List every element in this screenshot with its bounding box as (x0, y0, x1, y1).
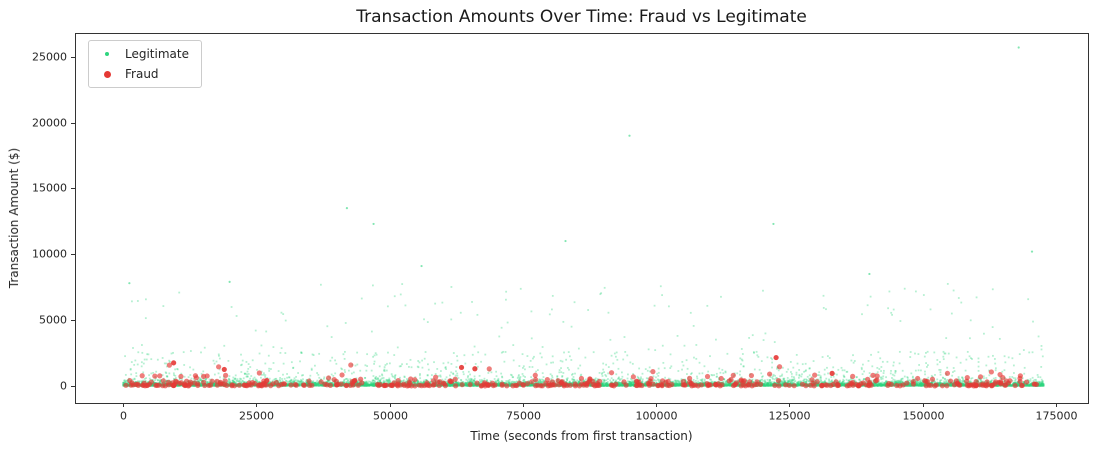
legend-label-fraud: Fraud (125, 67, 159, 81)
legend-row-fraud: Fraud (97, 67, 189, 81)
legend-marker-legitimate-icon (97, 52, 117, 56)
x-axis-label: Time (seconds from first transaction) (470, 429, 693, 443)
legend: Legitimate Fraud (88, 40, 202, 88)
legend-marker-fraud-icon (97, 70, 117, 78)
legend-label-legitimate: Legitimate (125, 47, 189, 61)
y-axis-label: Transaction Amount ($) (7, 147, 21, 289)
legend-row-legitimate: Legitimate (97, 47, 189, 61)
